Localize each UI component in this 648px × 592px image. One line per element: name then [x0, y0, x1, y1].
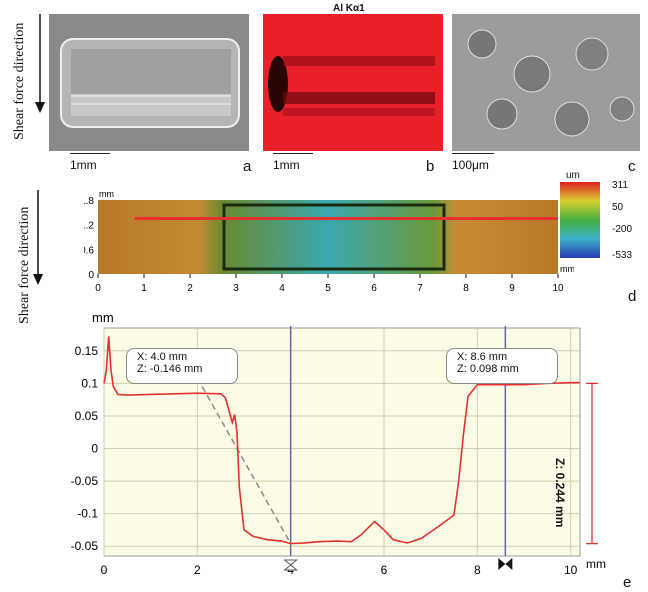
map-x-tick-label: 5: [325, 283, 331, 294]
map-y-tick-label: 0: [88, 270, 94, 281]
map-x-tick-label: 10: [552, 283, 564, 294]
colorbar-tick-3: -533: [612, 250, 633, 261]
colorbar-tick-1: 50: [612, 202, 624, 213]
scalebar-b: [273, 153, 313, 154]
eds-map-b: [263, 14, 443, 151]
scale-label-a: 1mm: [70, 158, 97, 172]
arrow-down-icon: [32, 190, 44, 286]
height-map-chart: 0 1 2 3 4 5 6 7 8 9 10 1.8 1.2 0.6 0 mm mm: [84, 189, 574, 294]
map-x-tick-label: 9: [509, 283, 515, 294]
map-x-tick-label: 2: [187, 283, 193, 294]
map-y-tick-label: 1.8: [84, 196, 94, 207]
plot-y-tick-label: 0.15: [75, 344, 99, 358]
map-x-tick-label: 7: [417, 283, 423, 294]
plot-x-tick-label: 2: [194, 563, 201, 577]
map-y-tick-label: 1.2: [84, 221, 94, 232]
panel-letter-b: b: [426, 158, 435, 175]
cursor-leader-line: [196, 377, 292, 544]
delta-z-label: Z: 0.244 mm: [553, 458, 567, 528]
profile-series-line: [103, 336, 580, 545]
cursor-2-x: X: 8.6 mm: [457, 351, 508, 363]
panel-b-title: Al Kα1: [333, 3, 365, 14]
cursor-label-2: X: 8.6 mm Z: 0.098 mm: [446, 348, 558, 384]
cursor-1-x: X: 4.0 mm: [137, 351, 188, 363]
cursor-2-z: Z: 0.098 mm: [457, 363, 519, 375]
map-x-tick-label: 3: [233, 283, 239, 294]
map-x-tick-label: 6: [371, 283, 377, 294]
sem-image-a: [49, 14, 249, 151]
plot-y-unit: mm: [92, 310, 114, 325]
scale-label-c: 100μm: [452, 158, 489, 172]
cursor-1-z: Z: -0.146 mm: [137, 363, 203, 375]
plot-x-tick-label: 6: [381, 563, 388, 577]
sem-image-c: [452, 14, 640, 151]
colorbar: [560, 182, 600, 258]
shear-force-label-top: Shear force direction: [12, 22, 27, 140]
map-x-tick-label: 1: [141, 283, 147, 294]
indent-region: [222, 203, 446, 271]
colorbar-tick-2: -200: [612, 224, 633, 235]
map-x-tick-label: 8: [463, 283, 469, 294]
cursor-2-marker-right: [505, 558, 513, 570]
panel-letter-c: c: [628, 158, 636, 175]
plot-y-tick-label: 0.1: [81, 376, 98, 390]
plot-y-tick-label: -0.1: [77, 507, 98, 521]
plot-y-tick-label: 0.05: [75, 409, 99, 423]
colorbar-tick-0: 311: [612, 180, 628, 191]
plot-y-tick-label: -0.05: [71, 539, 99, 553]
map-x-unit: mm: [560, 264, 574, 274]
scalebar-c: [452, 153, 494, 154]
arrow-down-icon: [34, 14, 46, 114]
map-y-tick-label: 0.6: [84, 245, 94, 256]
plot-y-tick-label: -0.05: [71, 474, 99, 488]
panel-letter-a: a: [243, 158, 252, 175]
plot-x-tick-label: 0: [101, 563, 108, 577]
scale-label-b: 1mm: [273, 158, 300, 172]
map-x-tick-label: 4: [279, 283, 285, 294]
plot-x-tick-label: 10: [564, 563, 578, 577]
shear-force-label-bottom: Shear force direction: [17, 206, 32, 324]
cursor-1-marker: [283, 559, 299, 571]
cursor-2-marker-left: [498, 558, 506, 570]
map-y-unit: mm: [99, 189, 114, 199]
plot-y-tick-label: 0: [91, 442, 98, 456]
map-x-tick-label: 0: [95, 283, 101, 294]
panel-letter-d: d: [628, 288, 637, 305]
scalebar-a: [70, 153, 110, 154]
colorbar-unit: um: [566, 170, 580, 181]
panel-letter-e: e: [623, 574, 632, 591]
height-map-image: [98, 200, 558, 274]
plot-x-tick-label: 8: [474, 563, 481, 577]
plot-x-unit: mm: [586, 557, 606, 571]
cursor-label-1: X: 4.0 mm Z: -0.146 mm: [126, 348, 238, 384]
